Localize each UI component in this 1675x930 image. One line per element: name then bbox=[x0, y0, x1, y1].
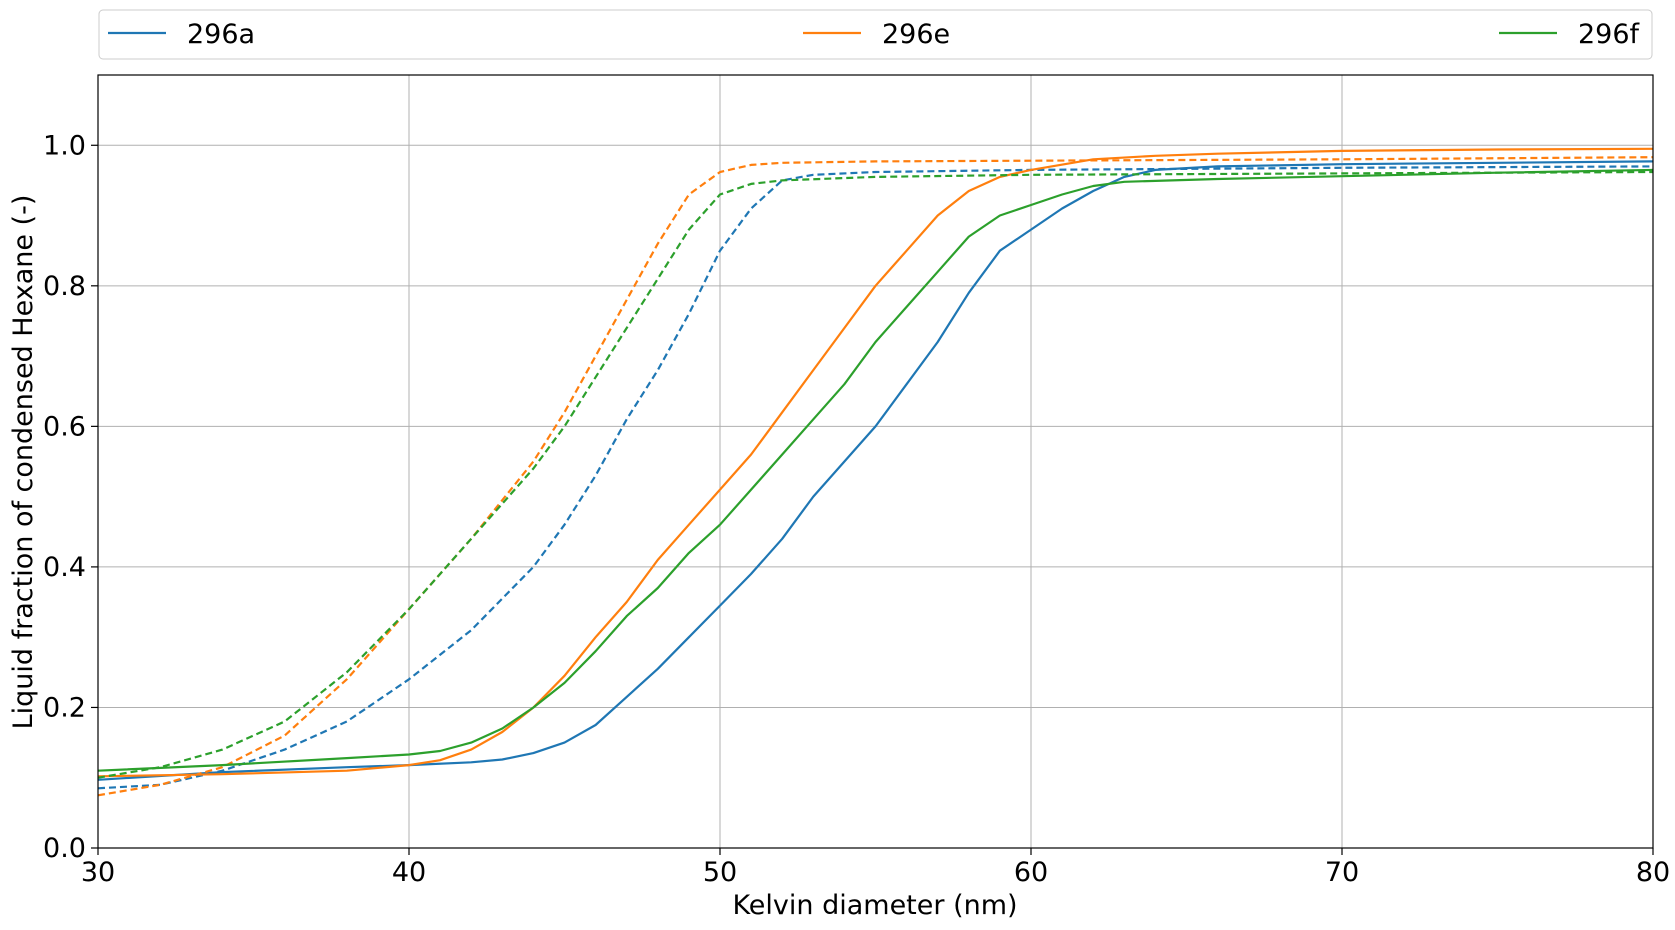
grid bbox=[97, 75, 1654, 849]
x-tick-label: 30 bbox=[81, 857, 115, 888]
y-tick-label: 1.0 bbox=[43, 130, 86, 161]
legend-label-296f: 296f bbox=[1578, 19, 1641, 50]
plot-frame bbox=[97, 74, 1654, 849]
y-tick-label: 0.2 bbox=[43, 692, 86, 723]
x-tick-label: 60 bbox=[1014, 857, 1048, 888]
series-line-296f-solid bbox=[97, 168, 1654, 772]
x-tick-label: 80 bbox=[1636, 857, 1670, 888]
y-axis-label: Liquid fraction of condensed Hexane (-) bbox=[8, 195, 39, 730]
series-line-296e-solid bbox=[97, 147, 1654, 778]
y-tick-label: 0.8 bbox=[43, 271, 86, 302]
x-axis-ticks: 30 40 50 60 70 80 bbox=[81, 848, 1670, 888]
series-line-296a-solid bbox=[97, 160, 1654, 781]
series-line-296a-dashed bbox=[97, 165, 1654, 790]
y-tick-label: 0.0 bbox=[43, 833, 86, 864]
series-line-296f-dashed bbox=[97, 170, 1654, 779]
series-layer bbox=[97, 147, 1654, 797]
x-tick-label: 50 bbox=[703, 857, 737, 888]
legend: 296a 296e 296f bbox=[98, 9, 1653, 60]
legend-label-296e: 296e bbox=[882, 19, 950, 50]
x-axis-label: Kelvin diameter (nm) bbox=[732, 890, 1017, 921]
y-tick-label: 0.4 bbox=[43, 552, 86, 583]
y-axis-ticks: 0.0 0.2 0.4 0.6 0.8 1.0 bbox=[43, 130, 98, 864]
legend-frame bbox=[98, 9, 1653, 60]
series-line-296e-dashed bbox=[97, 156, 1654, 797]
legend-label-296a: 296a bbox=[187, 19, 255, 50]
y-tick-label: 0.6 bbox=[43, 411, 86, 442]
x-tick-label: 70 bbox=[1325, 857, 1359, 888]
x-tick-label: 40 bbox=[392, 857, 426, 888]
